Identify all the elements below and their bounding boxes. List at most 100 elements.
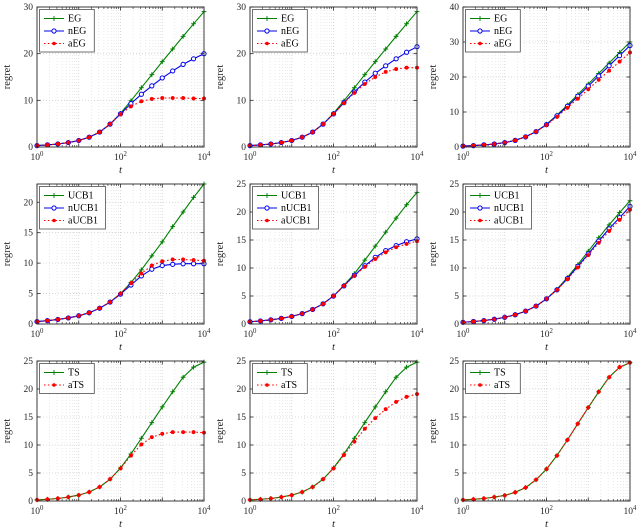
legend-label-UCB1: UCB1 (68, 191, 94, 202)
y-tick-label: 20 (237, 50, 247, 60)
series-markers-aUCB1 (34, 257, 207, 324)
legend-label-nEG: nEG (68, 26, 86, 37)
y-tick-label: 5 (28, 290, 33, 300)
legend-label-aTS: aTS (494, 380, 510, 391)
legend-label-EG: EG (281, 14, 294, 25)
legend-label-nEG: nEG (281, 26, 299, 37)
x-tick-label: 104 (624, 151, 638, 163)
legend-label-EG: EG (68, 14, 81, 25)
subplot-1-3: 100 102 104 0 10 20 30 40 regret t EG nEG aEG (426, 0, 639, 177)
series-group (460, 360, 633, 503)
x-tick-label: 100 (244, 328, 258, 340)
y-tick-label: 20 (450, 385, 460, 395)
legend-marker-aTS (265, 383, 269, 387)
tick-marks (462, 6, 631, 148)
legend-marker-TS (264, 370, 270, 375)
x-axis-label: t (545, 518, 549, 530)
y-axis-label: regret (2, 65, 13, 90)
x-tick-label: 102 (327, 151, 341, 163)
legend-label-nUCB1: nUCB1 (494, 203, 525, 214)
tick-marks (249, 183, 418, 325)
x-tick-label: 104 (198, 151, 212, 163)
series-markers-aEG (460, 50, 633, 149)
series-group (34, 359, 207, 503)
legend-marker-EG (477, 16, 483, 21)
x-tick-label: 104 (411, 151, 425, 163)
y-tick-label: 30 (450, 38, 460, 48)
y-tick-label: 30 (237, 3, 247, 13)
legend-label-TS: TS (281, 368, 293, 379)
series-group (247, 190, 420, 325)
x-tick-label: 100 (457, 328, 471, 340)
subplot-3-3: 100 102 104 0 5 10 15 20 25 regret t TS aTS (426, 354, 639, 531)
x-tick-label: 104 (624, 328, 638, 340)
tick-labels: 100 102 104 0 5 10 15 20 25 (24, 357, 212, 517)
legend-marker-aEG (478, 41, 482, 46)
legend-marker-TS (51, 370, 57, 375)
x-axis-label: t (545, 341, 549, 353)
y-tick-label: 5 (454, 292, 459, 302)
legend-marker-UCB1 (264, 193, 270, 198)
subplot-1-2: 100 102 104 0 10 20 30 regret t EG nEG aEG (213, 0, 426, 177)
grid-lines (463, 7, 630, 147)
legend-label-aEG: aEG (68, 39, 86, 50)
legend-marker-aUCB1 (478, 218, 482, 223)
x-tick-label: 100 (244, 505, 258, 517)
grid-lines (250, 361, 417, 501)
legend-marker-EG (264, 16, 270, 21)
subplot-2-1: 100 102 104 0 5 10 15 20 regret t UCB1 nUCB1 aUCB1 (0, 177, 213, 354)
legend-marker-nUCB1 (51, 205, 57, 211)
legend-marker-aUCB1 (265, 218, 269, 223)
y-tick-label: 15 (450, 236, 460, 246)
y-tick-label: 0 (454, 320, 459, 330)
y-tick-label: 10 (24, 259, 34, 269)
y-tick-label: 15 (24, 229, 34, 239)
y-tick-label: 25 (237, 180, 247, 190)
y-tick-label: 0 (241, 320, 246, 330)
y-tick-label: 10 (24, 441, 34, 451)
legend-marker-aTS (478, 383, 482, 387)
series-markers-nEG (460, 42, 633, 149)
x-tick-label: 100 (31, 151, 45, 163)
legend-marker-aTS (52, 383, 56, 387)
legend-box (252, 186, 319, 230)
legend-label-aTS: aTS (68, 380, 84, 391)
tick-marks (249, 360, 418, 502)
y-tick-label: 10 (237, 264, 247, 274)
y-tick-label: 30 (24, 3, 34, 13)
series-line-nEG (462, 45, 631, 147)
x-tick-label: 102 (114, 505, 128, 517)
legend-box (39, 363, 95, 394)
legend-label-aUCB1: aUCB1 (68, 216, 98, 227)
subplot-2-2: 100 102 104 0 5 10 15 20 25 regret t UCB1 nUCB1 aUCB1 (213, 177, 426, 354)
series-markers-aTS (34, 430, 207, 502)
y-tick-label: 25 (237, 357, 247, 367)
grid-lines (250, 184, 417, 324)
grid-lines (37, 184, 204, 324)
y-tick-label: 0 (28, 320, 33, 330)
y-axis-label: regret (2, 419, 13, 444)
legend-marker-EG (51, 16, 57, 21)
grid-lines (37, 7, 204, 147)
x-tick-label: 100 (31, 328, 45, 340)
y-axis-label: regret (215, 242, 226, 267)
y-axis-label: regret (428, 242, 439, 267)
tick-labels: 100 102 104 0 5 10 15 20 25 (450, 180, 638, 340)
x-tick-label: 100 (457, 505, 471, 517)
y-tick-label: 0 (241, 497, 246, 507)
y-axis-label: regret (428, 419, 439, 444)
series-group (34, 181, 207, 325)
legend-marker-TS (477, 370, 483, 375)
x-axis-label: t (545, 164, 549, 176)
legend-marker-UCB1 (51, 193, 57, 198)
x-tick-label: 104 (624, 505, 638, 517)
series-group (247, 9, 420, 149)
